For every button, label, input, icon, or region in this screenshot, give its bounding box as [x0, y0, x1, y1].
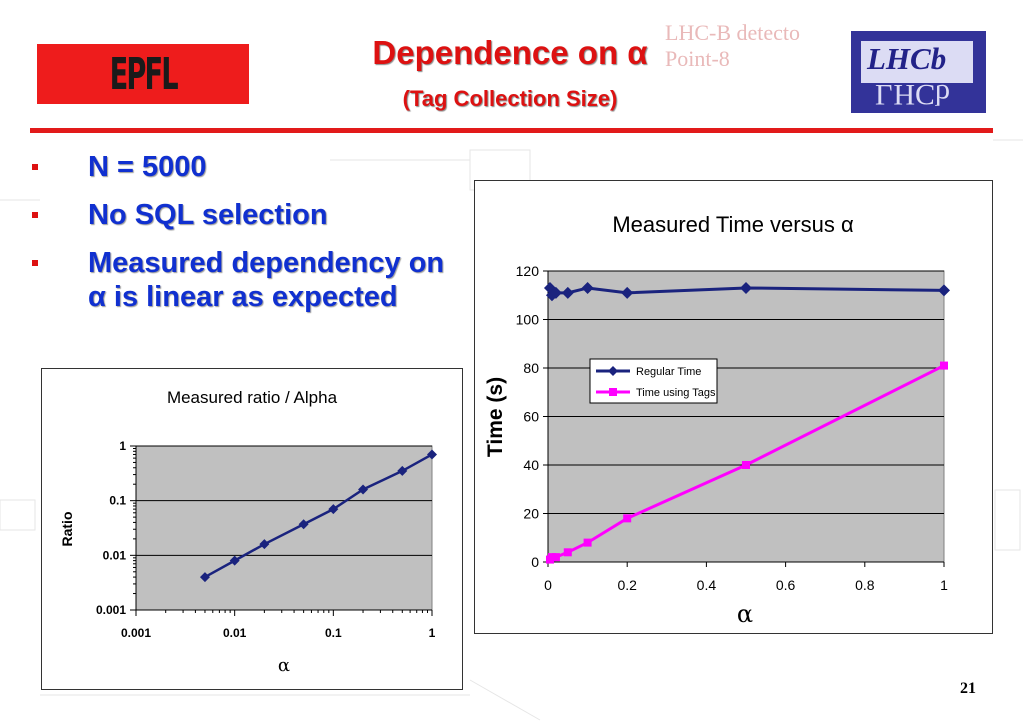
chart-title: Measured Time versus α [612, 212, 854, 237]
legend-label: Time using Tags [636, 387, 716, 399]
x-tick-label: 1 [429, 626, 436, 640]
ratio-chart-svg: Measured ratio / Alpha 0.001 0.01 0.1 1 0.001… [59, 388, 437, 676]
bullet-item: N = 5000 [30, 150, 470, 184]
bullet-text: Measured dependency on α is linear as ex… [88, 247, 445, 313]
plot-area [135, 445, 433, 611]
legend-swatch-marker [609, 388, 617, 396]
bullet-item: No SQL selection [30, 198, 470, 232]
bullet-marker [32, 260, 38, 266]
y-tick-label: 20 [523, 506, 539, 522]
y-tick-label: 120 [516, 263, 540, 279]
bullet-list: N = 5000 No SQL selection Measured depen… [30, 150, 470, 328]
regular-time-point [621, 286, 634, 299]
bullet-marker [32, 212, 38, 218]
legend-swatch-marker [608, 366, 618, 376]
bullet-marker [32, 164, 38, 170]
slide-title: Dependence on α [372, 34, 648, 71]
x-tick-label: 0.8 [855, 577, 875, 593]
ratio-point [298, 519, 309, 530]
time-chart: Measured Time versus α 0 20 40 60 80 100 120 0 0.… [474, 180, 993, 634]
y-tick-label: 0.1 [109, 494, 126, 508]
epfl-logo: EPFL [37, 44, 249, 104]
x-tick-label: 1 [940, 577, 948, 593]
x-tick-label: 0.01 [223, 626, 247, 640]
y-tick-label: 60 [523, 409, 539, 425]
bullet-text: N = 5000 [88, 151, 207, 183]
epfl-logo-text: EPFL [109, 48, 178, 100]
ratio-point [427, 449, 437, 460]
bullet-text: No SQL selection [88, 199, 328, 231]
y-tick-label: 40 [523, 457, 539, 473]
y-tick-label: 0 [531, 554, 539, 570]
chart-title: Measured ratio / Alpha [167, 388, 338, 407]
faint-text-line2: Point-8 [665, 46, 730, 71]
x-tick-label: 0.2 [617, 577, 637, 593]
legend-label: Regular Time [636, 366, 701, 378]
x-axis-title: α [278, 655, 290, 676]
y-tick-label: 1 [119, 439, 126, 453]
x-axis-title: α [737, 600, 753, 628]
regular-time-point [545, 289, 558, 302]
tags-time-point [551, 553, 560, 562]
slide-subtitle: (Tag Collection Size) [402, 86, 618, 111]
y-tick-label: 80 [523, 360, 539, 376]
faint-text-line1: LHC-B detecto [665, 20, 801, 45]
tags-time-point [563, 548, 572, 557]
regular-time-point [740, 281, 752, 294]
page-number: 21 [960, 680, 976, 697]
lhcb-logo: LHCb LHCb [851, 31, 986, 113]
time-chart-svg: Measured Time versus α 0 20 40 60 80 100 120 0 0.… [484, 212, 950, 628]
y-axis-title: Time (s) [484, 377, 507, 457]
x-tick-label: 0.6 [776, 577, 796, 593]
regular-time-point [581, 281, 594, 294]
regular-time-point [549, 286, 562, 299]
x-tick-label: 0.1 [325, 626, 342, 640]
lhcb-logo-panel [861, 41, 973, 83]
ratio-point [259, 539, 270, 550]
y-axis-title: Ratio [59, 512, 75, 547]
tags-time-point [583, 538, 592, 547]
ratio-line [204, 453, 433, 579]
ratio-point [397, 465, 408, 476]
background-faint-text: LHC-B detecto Point-8 [665, 20, 800, 72]
ratio-point [199, 572, 210, 583]
header-divider [30, 128, 993, 133]
ratio-chart: Measured ratio / Alpha 0.001 0.01 0.1 1 0.001… [41, 368, 463, 690]
x-tick-label: 0.4 [697, 577, 717, 593]
tags-time-point [623, 514, 632, 523]
ratio-point [358, 484, 369, 495]
tags-time-point [940, 361, 948, 370]
regular-time-point [561, 286, 574, 299]
x-tick-label: 0 [544, 577, 552, 593]
ratio-point [328, 504, 339, 515]
y-tick-label: 100 [516, 312, 540, 328]
x-tick-label: 0.001 [121, 626, 151, 640]
lhcb-logo-text: LHCb [867, 41, 947, 76]
tags-time-point [742, 461, 750, 469]
ratio-point [229, 555, 240, 566]
lhcb-logo-reflection: LHCb [875, 78, 950, 111]
y-tick-label: 0.001 [96, 603, 126, 617]
y-tick-label: 0.01 [103, 548, 127, 562]
bullet-item: Measured dependency on α is linear as ex… [30, 246, 470, 314]
regular-time-point [938, 284, 950, 297]
